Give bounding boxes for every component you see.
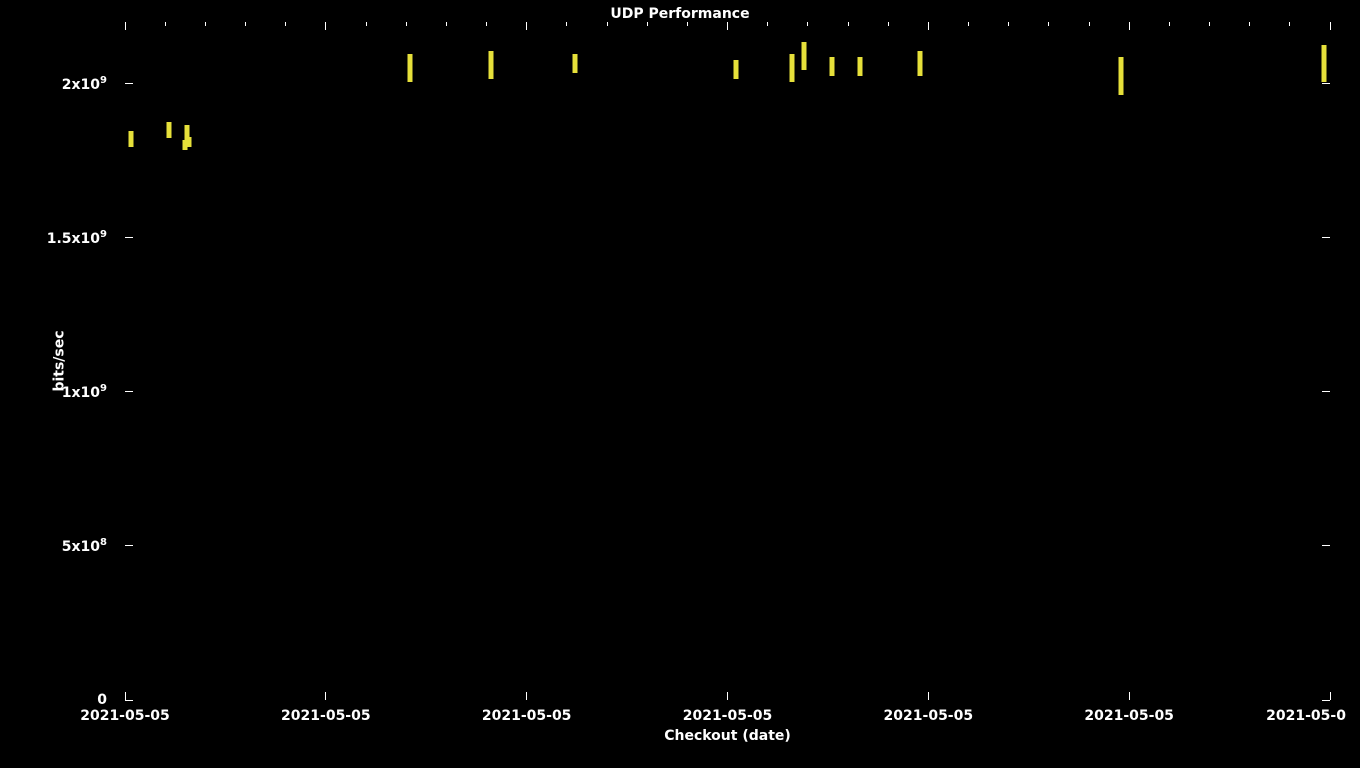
data-point (488, 51, 493, 61)
x-tick (325, 22, 326, 30)
data-point (408, 63, 413, 73)
x-minor-tick (366, 22, 367, 26)
data-point (1119, 76, 1124, 86)
x-minor-tick (968, 22, 969, 26)
x-minor-tick (406, 22, 407, 26)
x-tick-label: 2021-05-05 (683, 700, 773, 724)
x-minor-tick (1169, 22, 1170, 26)
y-tick (1322, 545, 1330, 546)
x-tick (125, 692, 126, 700)
data-point (187, 137, 192, 147)
y-tick-label: 5x108 (62, 537, 125, 555)
x-minor-tick (848, 22, 849, 26)
x-tick (1330, 692, 1331, 700)
data-point (1321, 45, 1326, 55)
x-minor-tick (687, 22, 688, 26)
y-tick (125, 83, 133, 84)
x-tick (727, 692, 728, 700)
data-point (918, 66, 923, 76)
x-tick-label: 2021-05-0 (1266, 700, 1346, 724)
x-minor-tick (1249, 22, 1250, 26)
udp-performance-chart: UDP Performance bits/sec Checkout (date)… (0, 0, 1360, 768)
data-point (1119, 66, 1124, 76)
y-tick (1322, 391, 1330, 392)
y-tick-label: 1.5x109 (47, 229, 125, 247)
data-point (1119, 57, 1124, 67)
x-tick (1330, 22, 1331, 30)
y-tick-label: 2x109 (62, 75, 125, 93)
x-axis-title: Checkout (date) (664, 728, 791, 744)
data-point (789, 54, 794, 64)
data-point (829, 66, 834, 76)
x-minor-tick (205, 22, 206, 26)
data-point (488, 60, 493, 70)
data-point (829, 57, 834, 67)
x-tick-label: 2021-05-05 (482, 700, 572, 724)
data-point (1321, 63, 1326, 73)
x-minor-tick (1089, 22, 1090, 26)
x-minor-tick (1048, 22, 1049, 26)
x-minor-tick (767, 22, 768, 26)
x-minor-tick (1289, 22, 1290, 26)
x-minor-tick (1008, 22, 1009, 26)
data-point (167, 122, 172, 132)
data-point (408, 54, 413, 64)
y-tick-label: 1x109 (62, 383, 125, 401)
y-tick (1322, 83, 1330, 84)
data-point (733, 60, 738, 70)
data-point (1321, 54, 1326, 64)
x-minor-tick (245, 22, 246, 26)
data-point (789, 63, 794, 73)
x-tick (928, 692, 929, 700)
y-tick (1322, 237, 1330, 238)
x-tick-label: 2021-05-05 (80, 700, 170, 724)
x-minor-tick (486, 22, 487, 26)
data-point (129, 131, 134, 141)
data-point (918, 51, 923, 61)
x-tick (125, 22, 126, 30)
data-point (801, 60, 806, 70)
data-point (858, 66, 863, 76)
x-tick-label: 2021-05-05 (1084, 700, 1174, 724)
x-tick-label: 2021-05-05 (281, 700, 371, 724)
x-minor-tick (888, 22, 889, 26)
data-point (858, 57, 863, 67)
data-point (488, 69, 493, 79)
plot-area: bits/sec Checkout (date) 05x1081x1091.5x… (125, 22, 1330, 700)
data-point (1119, 85, 1124, 95)
data-point (572, 63, 577, 73)
y-tick (125, 545, 133, 546)
data-point (408, 72, 413, 82)
data-point (801, 42, 806, 52)
chart-title: UDP Performance (0, 6, 1360, 22)
data-point (185, 125, 190, 135)
x-tick (727, 22, 728, 30)
data-point (572, 54, 577, 64)
x-minor-tick (1209, 22, 1210, 26)
x-minor-tick (165, 22, 166, 26)
y-tick (125, 237, 133, 238)
data-point (789, 72, 794, 82)
data-point (733, 69, 738, 79)
y-tick (125, 391, 133, 392)
x-minor-tick (446, 22, 447, 26)
x-tick (325, 692, 326, 700)
x-tick (526, 22, 527, 30)
x-minor-tick (807, 22, 808, 26)
x-minor-tick (566, 22, 567, 26)
x-minor-tick (647, 22, 648, 26)
x-tick (928, 22, 929, 30)
x-tick (526, 692, 527, 700)
data-point (801, 51, 806, 61)
x-tick (1129, 22, 1130, 30)
x-tick-label: 2021-05-05 (884, 700, 974, 724)
x-minor-tick (607, 22, 608, 26)
x-tick (1129, 692, 1130, 700)
x-minor-tick (285, 22, 286, 26)
data-point (1321, 72, 1326, 82)
